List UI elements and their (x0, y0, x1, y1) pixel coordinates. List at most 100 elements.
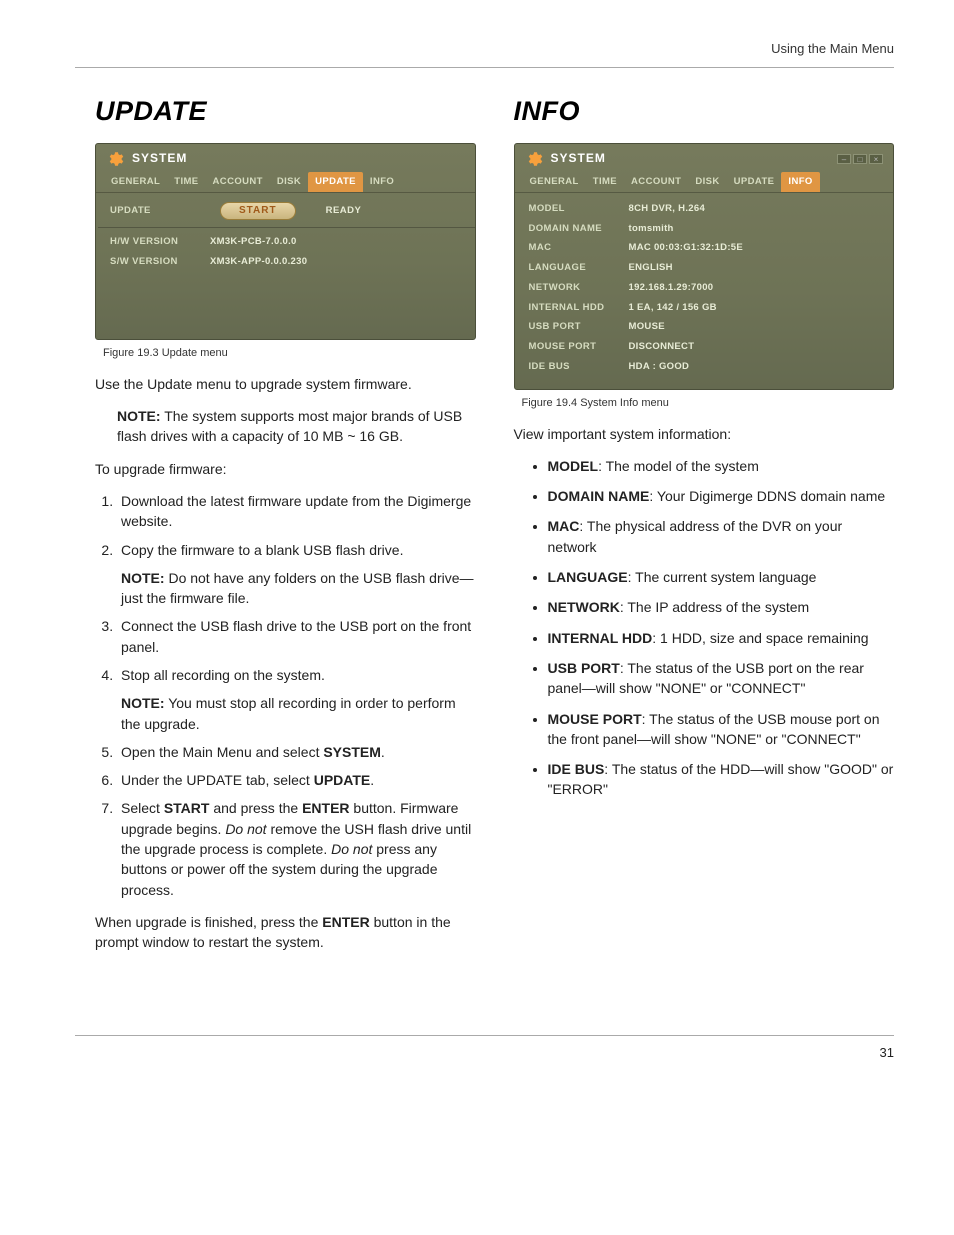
row-label: H/W VERSION (110, 235, 210, 249)
tab-update[interactable]: UPDATE (308, 172, 363, 192)
row-label: USB PORT (529, 320, 629, 334)
info-intro: View important system information: (514, 424, 895, 444)
step-5: Open the Main Menu and select SYSTEM. (117, 742, 476, 762)
bullet-desc: : 1 HDD, size and space remaining (652, 630, 868, 646)
info-tabs: GENERALTIMEACCOUNTDISKUPDATEINFO (515, 172, 894, 193)
row-value: tomsmith (629, 222, 674, 236)
info-screenshot: SYSTEM –□× GENERALTIMEACCOUNTDISKUPDATEI… (514, 143, 895, 390)
left-column: UPDATE SYSTEM GENERALTIMEACCOUNTDISKUPDA… (95, 92, 476, 965)
gear-icon (525, 150, 543, 168)
tab-account[interactable]: ACCOUNT (206, 172, 270, 192)
bullet-desc: : Your Digimerge DDNS domain name (649, 488, 885, 504)
tab-info[interactable]: INFO (363, 172, 401, 192)
window-title: SYSTEM (132, 150, 187, 167)
info-row: DOMAIN NAMEtomsmith (529, 219, 882, 239)
step-2: Copy the firmware to a blank USB flash d… (117, 540, 476, 609)
row-label: MAC (529, 241, 629, 255)
intro-text: Use the Update menu to upgrade system fi… (95, 374, 476, 394)
tab-time[interactable]: TIME (586, 172, 624, 192)
info-row: MACMAC 00:03:G1:32:1D:5E (529, 238, 882, 258)
row-value: MAC 00:03:G1:32:1D:5E (629, 241, 744, 255)
row-value: 8CH DVR, H.264 (629, 202, 706, 216)
row-label: NETWORK (529, 281, 629, 295)
bullet-item: MODEL: The model of the system (548, 456, 895, 476)
step-4: Stop all recording on the system. NOTE: … (117, 665, 476, 734)
row-label: LANGUAGE (529, 261, 629, 275)
info-row: MOUSE PORTDISCONNECT (529, 337, 882, 357)
outro-text: When upgrade is finished, press the ENTE… (95, 912, 476, 953)
row-value: 1 EA, 142 / 156 GB (629, 301, 717, 315)
bullet-term: DOMAIN NAME (548, 488, 650, 504)
tab-disk[interactable]: DISK (688, 172, 726, 192)
step-2-note: NOTE: Do not have any folders on the USB… (121, 568, 476, 609)
info-row: IDE BUSHDA : GOOD (529, 357, 882, 377)
row-label: MODEL (529, 202, 629, 216)
info-row: LANGUAGEENGLISH (529, 258, 882, 278)
bullet-item: USB PORT: The status of the USB port on … (548, 658, 895, 699)
bullet-item: IDE BUS: The status of the HDD—will show… (548, 759, 895, 800)
tab-time[interactable]: TIME (167, 172, 205, 192)
row-label: DOMAIN NAME (529, 222, 629, 236)
bullet-desc: : The IP address of the system (620, 599, 809, 615)
info-heading: INFO (514, 92, 895, 131)
tab-account[interactable]: ACCOUNT (624, 172, 688, 192)
tab-disk[interactable]: DISK (270, 172, 308, 192)
bullet-term: MODEL (548, 458, 599, 474)
row-value: MOUSE (629, 320, 665, 334)
update-screenshot: SYSTEM GENERALTIMEACCOUNTDISKUPDATEINFO … (95, 143, 476, 340)
update-heading: UPDATE (95, 92, 476, 131)
row-label: MOUSE PORT (529, 340, 629, 354)
bullet-term: IDE BUS (548, 761, 605, 777)
start-button[interactable]: START (220, 202, 296, 221)
row-label: S/W VERSION (110, 255, 210, 269)
bullet-term: LANGUAGE (548, 569, 628, 585)
upgrade-heading: To upgrade firmware: (95, 459, 476, 479)
bullet-item: MAC: The physical address of the DVR on … (548, 516, 895, 557)
info-row: NETWORK192.168.1.29:7000 (529, 278, 882, 298)
note-label: NOTE: (117, 408, 161, 424)
figure-caption: Figure 19.4 System Info menu (522, 396, 895, 412)
bullet-term: INTERNAL HDD (548, 630, 653, 646)
row-label: INTERNAL HDD (529, 301, 629, 315)
row-value: HDA : GOOD (629, 360, 690, 374)
tab-update[interactable]: UPDATE (727, 172, 782, 192)
row-value: DISCONNECT (629, 340, 695, 354)
gear-icon (106, 150, 124, 168)
note-1: NOTE: The system supports most major bra… (117, 406, 476, 447)
bullet-desc: : The physical address of the DVR on you… (548, 518, 843, 554)
tab-general[interactable]: GENERAL (523, 172, 586, 192)
row-value: ENGLISH (629, 261, 673, 275)
steps-list: Download the latest firmware update from… (117, 491, 476, 900)
update-tabs: GENERALTIMEACCOUNTDISKUPDATEINFO (96, 172, 475, 193)
info-row: INTERNAL HDD1 EA, 142 / 156 GB (529, 298, 882, 318)
bullet-item: DOMAIN NAME: Your Digimerge DDNS domain … (548, 486, 895, 506)
row-label: IDE BUS (529, 360, 629, 374)
step-3: Connect the USB flash drive to the USB p… (117, 616, 476, 657)
row-label: UPDATE (110, 204, 210, 218)
row-value: 192.168.1.29:7000 (629, 281, 714, 295)
window-buttons[interactable]: –□× (837, 154, 883, 164)
row-value: XM3K-APP-0.0.0.230 (210, 255, 307, 269)
tab-general[interactable]: GENERAL (104, 172, 167, 192)
figure-caption: Figure 19.3 Update menu (103, 346, 476, 362)
info-row: USB PORTMOUSE (529, 317, 882, 337)
bullet-term: MAC (548, 518, 580, 534)
right-column: INFO SYSTEM –□× GENERALTIMEACCOUNTDISKUP… (514, 92, 895, 965)
step-7: Select START and press the ENTER button.… (117, 798, 476, 899)
page-header: Using the Main Menu (75, 40, 894, 68)
info-bullets: MODEL: The model of the system DOMAIN NAM… (548, 456, 895, 800)
step-1: Download the latest firmware update from… (117, 491, 476, 532)
step-4-note: NOTE: You must stop all recording in ord… (121, 693, 476, 734)
bullet-desc: : The current system language (628, 569, 817, 585)
bullet-term: MOUSE PORT (548, 711, 642, 727)
bullet-item: LANGUAGE: The current system language (548, 567, 895, 587)
ready-status: READY (326, 204, 362, 218)
row-value: XM3K-PCB-7.0.0.0 (210, 235, 297, 249)
bullet-desc: : The model of the system (598, 458, 759, 474)
note-text: The system supports most major brands of… (117, 408, 462, 444)
bullet-item: NETWORK: The IP address of the system (548, 597, 895, 617)
info-row: MODEL8CH DVR, H.264 (529, 199, 882, 219)
bullet-item: INTERNAL HDD: 1 HDD, size and space rema… (548, 628, 895, 648)
tab-info[interactable]: INFO (781, 172, 819, 192)
step-6: Under the UPDATE tab, select UPDATE. (117, 770, 476, 790)
